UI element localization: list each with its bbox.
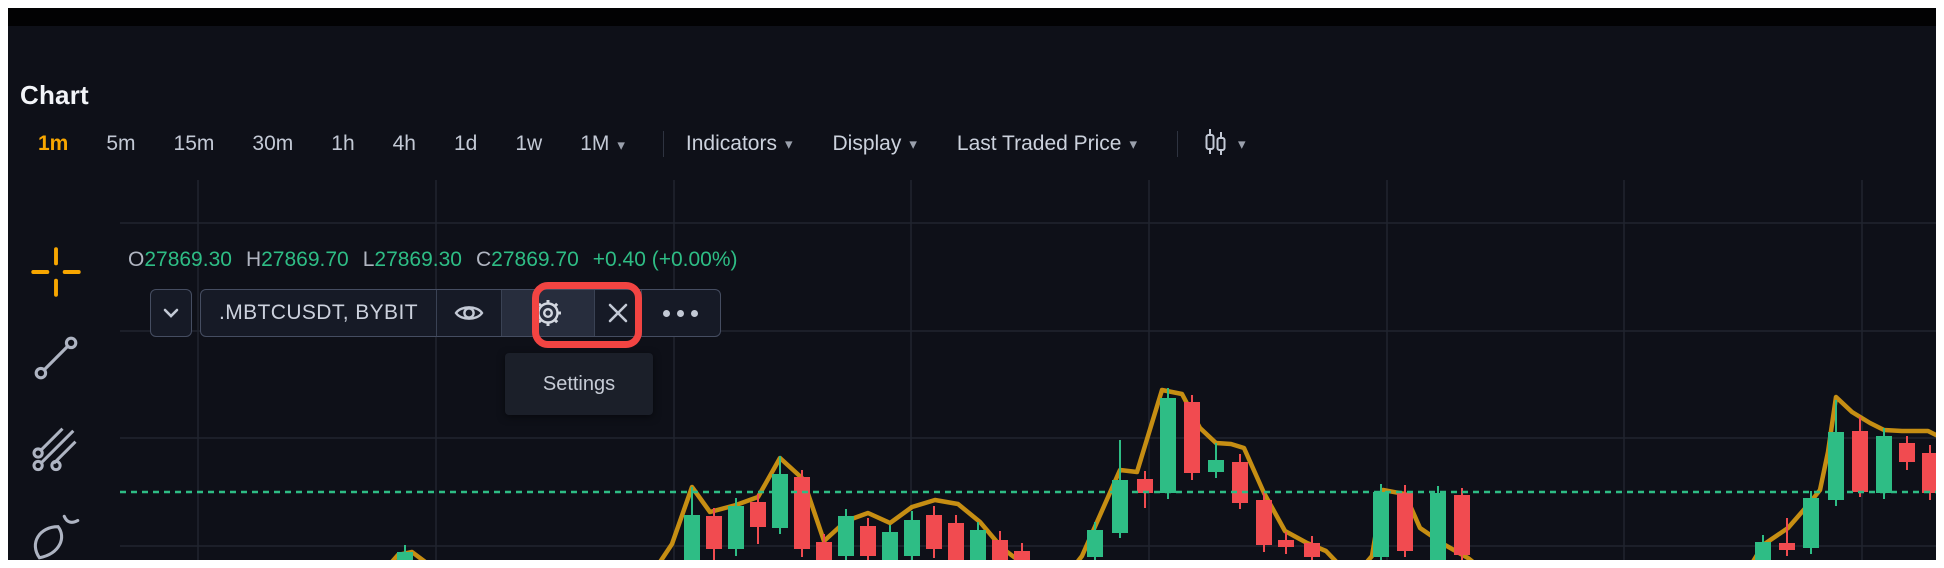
trend-line-icon — [34, 336, 78, 380]
chevron-down-icon — [163, 308, 179, 318]
toolbar-divider — [662, 131, 664, 157]
close-icon — [608, 303, 628, 323]
timeframe-30m[interactable]: 30m — [252, 132, 294, 155]
ohlc-h-value: H27869.70 — [245, 248, 349, 271]
top-black-strip — [8, 8, 1936, 26]
indicators-menu-label: Indicators — [685, 132, 777, 155]
page-title: Chart — [20, 80, 89, 110]
timeframe-1d[interactable]: 1d — [453, 132, 478, 155]
chart-pane — [120, 180, 1936, 560]
brush-tool[interactable] — [26, 506, 86, 560]
visibility-button[interactable] — [437, 290, 501, 336]
remove-button[interactable] — [595, 290, 641, 336]
dot-icon — [663, 309, 671, 317]
price-source-menu[interactable]: Last Traded Price ▾ — [957, 132, 1137, 156]
settings-tooltip: Settings — [505, 353, 653, 415]
settings-button[interactable] — [501, 290, 594, 336]
ohlc-change-value: +0.40 (+0.00%) — [592, 248, 738, 271]
legend-separator — [435, 290, 437, 336]
candlestick-chart[interactable] — [120, 180, 1936, 560]
ohlc-o-value: O27869.30 — [128, 248, 232, 271]
symbol-legend: .MBTCUSDT, BYBIT — [150, 289, 721, 337]
indicators-menu[interactable]: Indicators ▾ — [686, 132, 793, 156]
timeframe-1M[interactable]: 1M ▾ — [580, 132, 625, 155]
timeframe-15m[interactable]: 15m — [173, 132, 215, 155]
toolbar-divider — [1177, 131, 1179, 157]
chevron-down-icon: ▾ — [1129, 136, 1138, 153]
chart-toolbar: 1m 5m 15m 30m 1h 4h 1d 1w 1M ▾ Indicators ▾ Displ… — [38, 122, 1246, 166]
chevron-down-icon: ▾ — [617, 137, 625, 154]
symbol-label: .MBTCUSDT, BYBIT — [219, 301, 418, 324]
legend-collapse-button[interactable] — [150, 289, 192, 337]
display-menu[interactable]: Display ▾ — [833, 132, 917, 156]
timeframe-1m[interactable]: 1m — [38, 132, 69, 155]
pitchfork-tool[interactable] — [26, 416, 86, 476]
drawing-tool-rail — [8, 180, 120, 560]
timeframe-1w[interactable]: 1w — [515, 132, 543, 155]
legend-separator — [593, 290, 595, 336]
pitchfork-icon — [32, 427, 77, 472]
dot-icon — [691, 309, 699, 317]
ohlc-l-value: L27869.30 — [362, 248, 462, 271]
timeframe-5m[interactable]: 5m — [106, 132, 136, 155]
legend-separator — [500, 290, 502, 336]
display-menu-label: Display — [832, 132, 902, 155]
trend-line-tool[interactable] — [26, 328, 86, 388]
price-source-menu-label: Last Traded Price — [956, 132, 1122, 155]
ohlc-c-value: C27869.70 — [475, 248, 579, 271]
chevron-down-icon: ▾ — [909, 136, 917, 153]
dot-icon — [677, 309, 685, 317]
eye-icon — [454, 306, 484, 320]
more-options-button[interactable] — [642, 290, 720, 336]
ohlc-readout: O27869.30 H27869.70 L27869.30 C27869.70 +0.4… — [128, 248, 738, 272]
chart-widget: Chart 1m 5m 15m 30m 1h 4h 1d 1w 1M ▾ Indicators ▾… — [8, 8, 1936, 560]
candlestick-style-icon — [1200, 127, 1230, 162]
gear-icon — [534, 300, 561, 326]
timeframe-group: 1m 5m 15m 30m 1h 4h 1d 1w 1M ▾ — [38, 132, 663, 156]
legend-controls: .MBTCUSDT, BYBIT — [200, 289, 721, 337]
timeframe-1h[interactable]: 1h — [331, 132, 355, 155]
chevron-down-icon: ▾ — [784, 136, 793, 153]
chevron-down-icon: ▾ — [1238, 136, 1246, 153]
brush-icon — [33, 514, 80, 560]
crosshair-tool[interactable] — [26, 242, 86, 302]
chart-style-menu[interactable]: ▾ — [1200, 127, 1246, 162]
crosshair-icon — [31, 247, 81, 297]
timeframe-4h[interactable]: 4h — [392, 132, 416, 155]
